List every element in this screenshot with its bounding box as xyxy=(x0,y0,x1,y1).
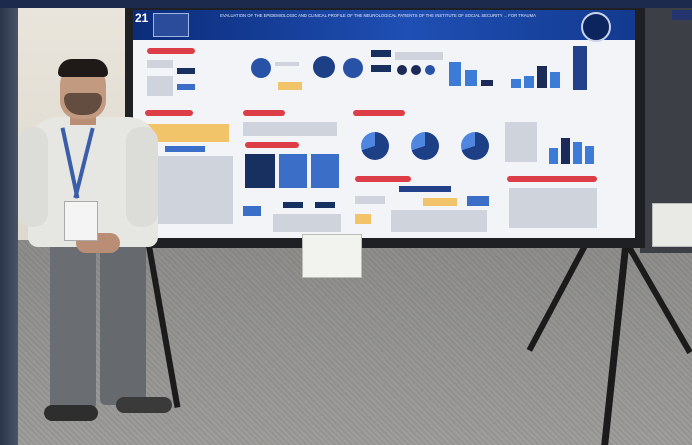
stat-circle xyxy=(343,58,363,78)
pie-chart-3 xyxy=(461,132,489,160)
text-block xyxy=(151,156,233,224)
shoe-left xyxy=(44,405,98,421)
chart-bar xyxy=(561,138,570,164)
highlight-box xyxy=(147,124,229,142)
neighboring-placard xyxy=(652,203,692,247)
university-seal-icon xyxy=(581,12,611,42)
research-poster: 21 EVALUATION OF THE EPIDEMIOLOGIC AND C… xyxy=(133,10,635,238)
chart-bar xyxy=(511,79,521,88)
trouser-right xyxy=(100,240,146,405)
info-box xyxy=(315,202,335,208)
chart-bar xyxy=(549,148,558,164)
stat-dot xyxy=(411,65,421,75)
section-header-bar xyxy=(355,176,411,182)
section-header-bar xyxy=(243,110,285,116)
section-header-bar xyxy=(145,110,193,116)
hair xyxy=(58,59,108,77)
info-box xyxy=(177,68,195,74)
chart-bar xyxy=(465,70,477,86)
chart-bar xyxy=(524,76,534,88)
figure-box xyxy=(311,154,339,188)
text-line xyxy=(275,62,299,66)
pie-chart-2 xyxy=(411,132,439,160)
stat-dot xyxy=(425,65,435,75)
chart-bar xyxy=(585,146,594,164)
presenter-person xyxy=(18,55,190,445)
trouser-left xyxy=(50,240,96,410)
text-block xyxy=(147,76,173,96)
figure-box xyxy=(279,154,307,188)
chart-bar xyxy=(537,66,547,88)
arm-right xyxy=(126,127,158,227)
shoe-right xyxy=(116,397,172,413)
chart-bar xyxy=(573,142,582,164)
text-block xyxy=(243,122,337,136)
stat-circle xyxy=(251,58,271,78)
chart-bar xyxy=(449,62,461,86)
section-header-bar xyxy=(353,110,405,116)
bar-chart-3 xyxy=(547,130,597,164)
bar-chart-2 xyxy=(509,60,563,88)
top-banner-strip xyxy=(0,0,692,8)
highlight-box xyxy=(278,82,302,90)
arm-left xyxy=(18,127,48,227)
info-box xyxy=(177,84,195,90)
pie-chart-1 xyxy=(361,132,389,160)
text-block xyxy=(355,196,385,204)
chart-bar xyxy=(481,80,493,86)
left-background-strip xyxy=(0,8,18,445)
text-block xyxy=(273,214,341,232)
text-block xyxy=(391,210,487,232)
info-box xyxy=(283,202,303,208)
text-block xyxy=(395,52,443,60)
section-header-bar xyxy=(147,48,195,54)
conference-logo-icon xyxy=(153,13,189,37)
poster-header xyxy=(133,10,635,40)
beard xyxy=(64,93,102,115)
figure-box xyxy=(245,154,275,188)
info-box xyxy=(371,50,391,57)
info-box xyxy=(371,65,391,72)
poster-number: 21 xyxy=(135,11,149,25)
neighboring-board-number xyxy=(672,10,692,20)
info-box xyxy=(467,196,489,206)
info-box xyxy=(399,186,451,192)
poster-title: EVALUATION OF THE EPIDEMIOLOGIC AND CLIN… xyxy=(220,13,536,18)
name-badge xyxy=(64,201,98,241)
section-header-bar xyxy=(507,176,597,182)
highlight-box xyxy=(355,214,371,224)
stat-dot xyxy=(397,65,407,75)
text-block xyxy=(509,188,597,228)
info-box xyxy=(165,146,205,152)
highlight-box xyxy=(423,198,457,206)
chart-bar xyxy=(550,72,560,88)
text-block xyxy=(505,122,537,162)
info-box xyxy=(243,206,261,216)
section-header-bar xyxy=(245,142,299,148)
stat-circle xyxy=(313,56,335,78)
text-block xyxy=(147,60,173,68)
bar-chart-1 xyxy=(447,58,497,86)
legend-column xyxy=(573,46,587,90)
poster-placard xyxy=(302,234,362,278)
